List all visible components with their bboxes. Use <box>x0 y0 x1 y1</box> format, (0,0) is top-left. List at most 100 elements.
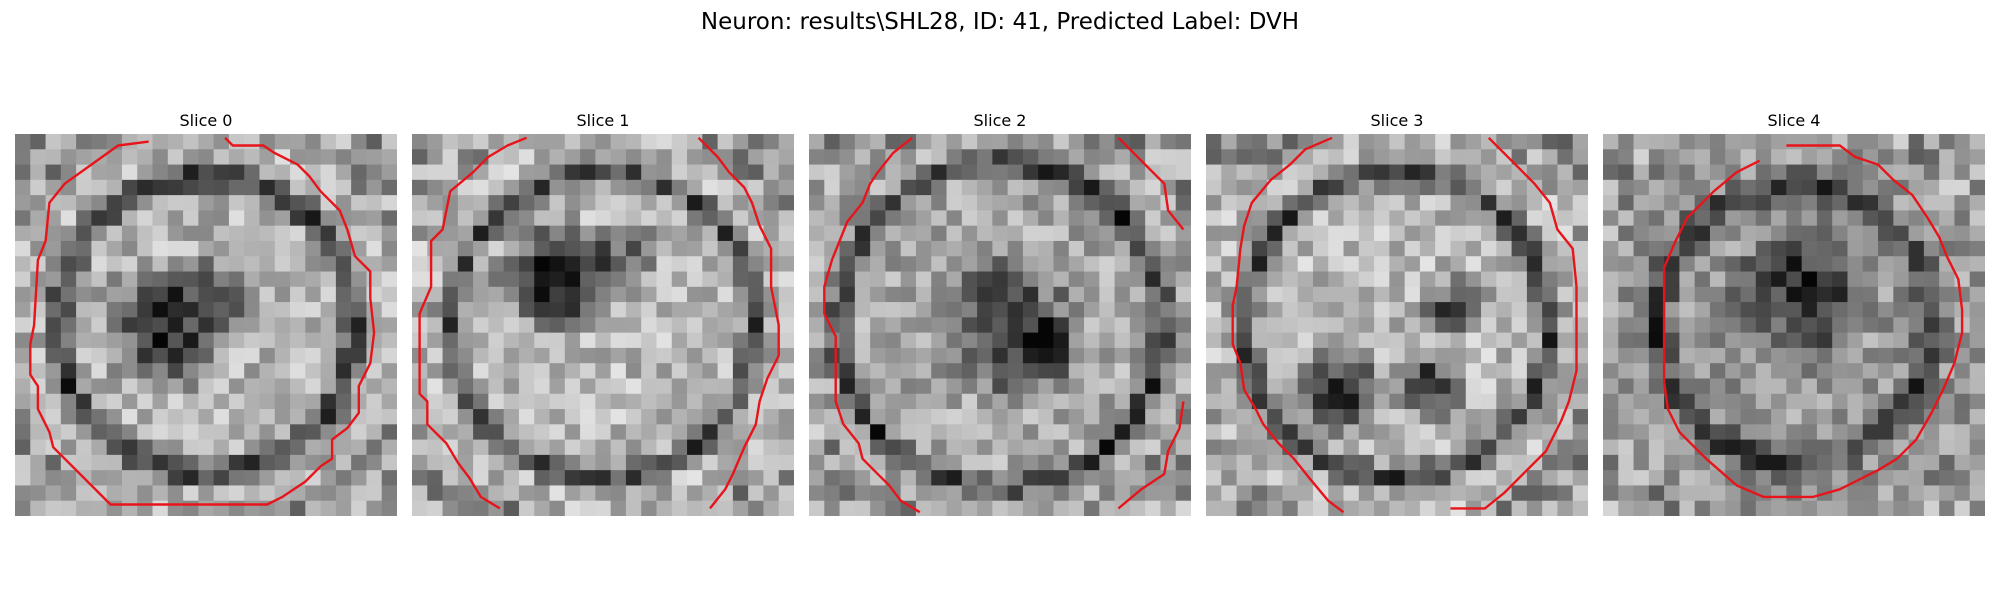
pixel <box>534 317 551 334</box>
pixel <box>534 195 551 211</box>
pixel <box>1419 424 1436 441</box>
pixel <box>1114 149 1131 166</box>
pixel <box>1511 424 1528 441</box>
pixel <box>931 439 948 456</box>
pixel <box>1847 210 1864 227</box>
pixel <box>549 149 566 166</box>
pixel <box>366 240 383 257</box>
pixel <box>656 210 673 227</box>
pixel <box>1694 485 1711 502</box>
pixel <box>977 164 993 181</box>
pixel <box>1068 317 1085 334</box>
pixel <box>1343 302 1360 318</box>
pixel <box>121 378 138 395</box>
pixel <box>1450 485 1467 502</box>
pixel <box>1771 439 1787 456</box>
pixel <box>137 424 154 441</box>
pixel <box>121 500 138 516</box>
pixel <box>1435 378 1452 395</box>
pixel <box>1450 470 1467 487</box>
pixel <box>366 470 383 487</box>
pixel <box>870 332 886 349</box>
pixel <box>1572 378 1588 395</box>
pixel <box>503 302 520 318</box>
pixel <box>854 485 871 502</box>
pixel <box>900 240 917 257</box>
pixel <box>961 363 978 380</box>
pixel <box>1939 286 1956 303</box>
pixel <box>1007 240 1024 257</box>
pixel <box>1251 454 1268 471</box>
pixel <box>244 409 261 425</box>
pixel <box>1511 164 1528 181</box>
pixel <box>564 424 581 441</box>
pixel <box>121 439 138 456</box>
pixel <box>1099 500 1116 516</box>
pixel <box>1679 302 1696 318</box>
pixel <box>809 302 825 318</box>
pixel <box>45 332 62 349</box>
pixel <box>274 454 291 471</box>
pixel <box>870 225 886 242</box>
pixel <box>1145 470 1162 487</box>
pixel <box>900 271 917 288</box>
pixel <box>992 363 1009 380</box>
pixel <box>305 164 322 181</box>
pixel <box>1771 134 1787 150</box>
pixel <box>488 378 505 395</box>
pixel <box>671 332 688 349</box>
pixel <box>1755 210 1772 227</box>
pixel <box>1358 317 1375 334</box>
pixel <box>1358 195 1375 211</box>
pixel <box>1053 393 1070 410</box>
pixel <box>351 149 368 166</box>
pixel <box>1618 470 1635 487</box>
pixel <box>1648 286 1665 303</box>
pixel <box>992 195 1009 211</box>
pixel <box>961 485 978 502</box>
pixel <box>1419 500 1436 516</box>
pixel <box>946 210 963 227</box>
pixel <box>1694 286 1711 303</box>
pixel <box>1786 363 1803 380</box>
pixel <box>412 500 428 516</box>
pixel <box>1816 363 1833 380</box>
pixel <box>1481 424 1497 441</box>
pixel <box>702 134 719 150</box>
pixel <box>1282 195 1299 211</box>
pixel <box>1893 424 1910 441</box>
pixel <box>824 179 841 196</box>
pixel <box>1297 164 1314 181</box>
pixel <box>595 225 612 242</box>
pixel <box>1328 134 1345 150</box>
pixel <box>839 179 856 196</box>
pixel <box>1725 149 1742 166</box>
pixel <box>167 256 184 273</box>
pixel <box>1878 470 1894 487</box>
pixel <box>1618 439 1635 456</box>
pixel <box>1572 393 1588 410</box>
pixel <box>503 409 520 425</box>
pixel <box>1343 378 1360 395</box>
pixel <box>1389 470 1406 487</box>
pixel <box>1343 363 1360 380</box>
pixel <box>473 179 489 196</box>
pixel <box>1801 286 1818 303</box>
pixel <box>1251 271 1268 288</box>
pixel <box>1206 271 1222 288</box>
pixel <box>137 286 154 303</box>
pixel <box>1816 210 1833 227</box>
pixel <box>671 393 688 410</box>
pixel <box>412 134 428 150</box>
pixel <box>717 454 734 471</box>
pixel <box>366 210 383 227</box>
pixel <box>1801 454 1818 471</box>
pixel <box>121 454 138 471</box>
pixel <box>335 286 352 303</box>
pixel <box>1404 164 1421 181</box>
pixel <box>183 363 199 380</box>
pixel <box>228 424 245 441</box>
pixel <box>1450 378 1467 395</box>
pixel <box>564 378 581 395</box>
pixel <box>1221 500 1238 516</box>
